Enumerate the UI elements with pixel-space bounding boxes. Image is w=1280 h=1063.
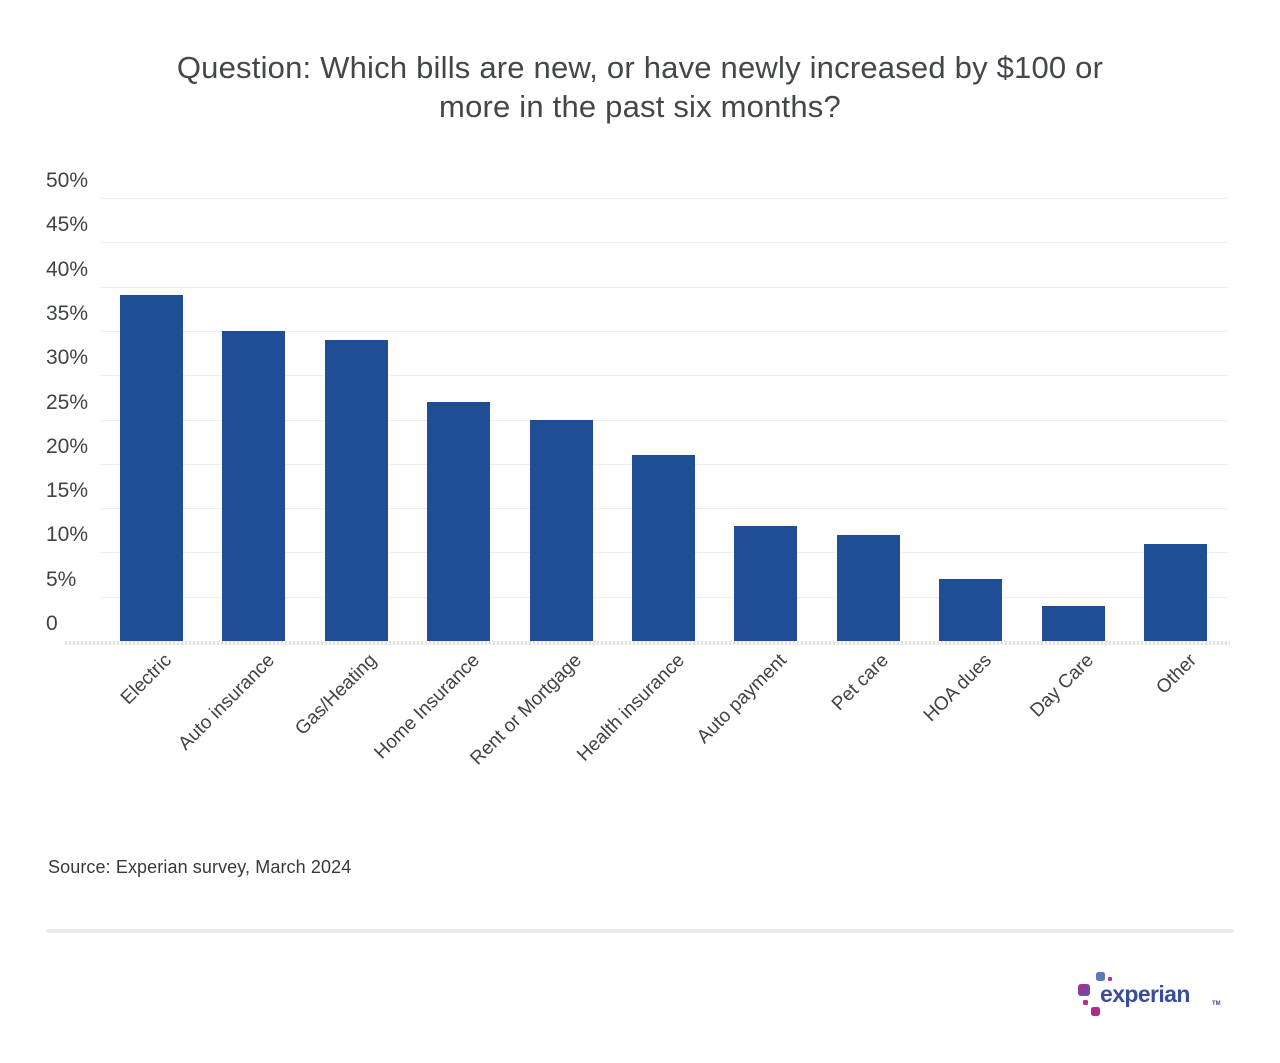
bar-rent-or-mortgage bbox=[529, 419, 593, 641]
y-axis-tick-label: 20% bbox=[46, 434, 89, 458]
y-axis-tick-label: 0 bbox=[46, 612, 58, 635]
x-axis-label: Auto insurance bbox=[174, 650, 279, 755]
logo-magenta-dot-icon bbox=[1082, 1000, 1088, 1005]
x-axis-label: Health insurance bbox=[572, 650, 689, 766]
page-title: Question: Which bills are new, or have n… bbox=[0, 48, 1280, 126]
x-axis-label: Other bbox=[1152, 650, 1201, 699]
x-axis-label: Electric bbox=[117, 650, 177, 709]
bar-day-care bbox=[1041, 605, 1105, 641]
source-note: Source: Experian survey, March 2024 bbox=[48, 857, 352, 877]
bar-electric bbox=[119, 295, 183, 641]
gridline bbox=[100, 419, 1227, 421]
x-axis-label: Pet care bbox=[828, 650, 894, 715]
x-axis-line bbox=[65, 641, 1230, 645]
y-axis-tick-label: 10% bbox=[46, 523, 89, 547]
gridline bbox=[100, 375, 1227, 377]
logo-magenta-square-icon bbox=[1090, 1006, 1100, 1016]
bar-gas-heating bbox=[324, 339, 388, 641]
y-axis-tick-label: 50% bbox=[46, 169, 89, 192]
bar-chart: 50% 45% 40% 35% 30% 25% 20% 15% 10% 5% 0 Electric Au… bbox=[46, 169, 1230, 770]
gridline bbox=[100, 286, 1227, 288]
bar-home-insurance bbox=[427, 401, 491, 641]
x-axis-label: Auto payment bbox=[693, 650, 791, 748]
bar-other bbox=[1144, 543, 1208, 641]
bar-pet-care bbox=[836, 534, 900, 641]
trademark-symbol: TM bbox=[1212, 1001, 1221, 1007]
x-axis-label: HOA dues bbox=[919, 650, 996, 727]
y-axis-tick-label: 40% bbox=[46, 257, 89, 281]
footer-divider bbox=[46, 929, 1234, 933]
logo-purple-square-icon bbox=[1078, 984, 1090, 996]
y-axis-tick-label: 30% bbox=[46, 346, 89, 370]
bar-health-insurance bbox=[632, 454, 695, 641]
gridline bbox=[100, 242, 1227, 244]
logo-magenta-dot-icon bbox=[1107, 977, 1112, 981]
page-title-line-1: Question: Which bills are new, or have n… bbox=[176, 50, 1104, 85]
bar-hoa-dues bbox=[939, 578, 1003, 641]
bar-auto-insurance bbox=[222, 330, 286, 641]
y-axis-tick-label: 5% bbox=[46, 567, 77, 591]
x-axis-label: Home Insurance bbox=[370, 650, 484, 764]
y-axis-tick-label: 35% bbox=[46, 301, 89, 325]
logo-blue-square-icon bbox=[1096, 972, 1105, 981]
x-axis-label: Gas/Heating bbox=[291, 650, 381, 740]
y-axis-tick-label: 15% bbox=[46, 479, 89, 503]
page-title-line-2: more in the past six months? bbox=[439, 89, 841, 124]
gridline bbox=[100, 198, 1227, 199]
x-axis-label: Rent or Mortgage bbox=[466, 650, 586, 770]
logo-wordmark: experian bbox=[1100, 981, 1190, 1007]
y-axis-tick-label: 25% bbox=[46, 390, 89, 414]
x-axis-label: Day Care bbox=[1026, 650, 1099, 722]
experian-logo: experian TM bbox=[1075, 963, 1235, 1027]
bar-auto-payment bbox=[734, 525, 798, 641]
gridline bbox=[100, 330, 1227, 332]
y-axis-tick-label: 45% bbox=[46, 213, 89, 237]
